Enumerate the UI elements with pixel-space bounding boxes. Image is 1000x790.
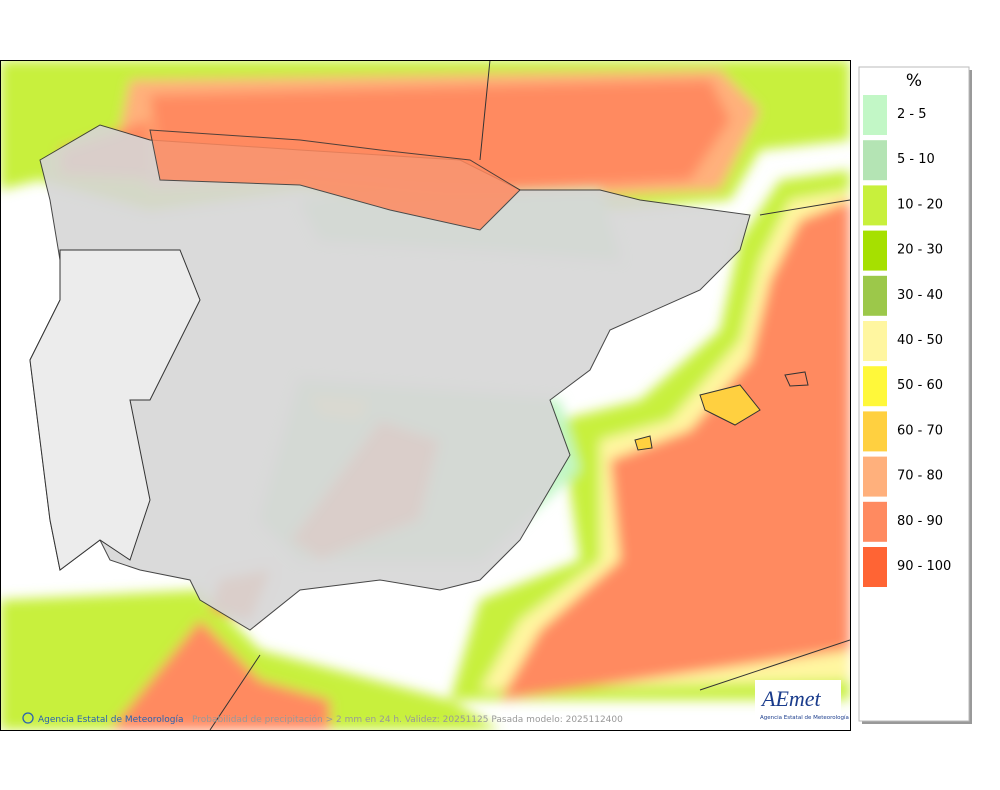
map-frame [0, 60, 851, 731]
legend-label: 80 - 90 [897, 514, 943, 529]
legend-label: 30 - 40 [897, 288, 943, 303]
legend-label: 40 - 50 [897, 333, 943, 348]
legend-label: 20 - 30 [897, 243, 943, 258]
ibiza [634, 435, 653, 451]
legend-swatch [863, 275, 887, 316]
copyright-icon [22, 712, 34, 724]
legend-title: % [906, 71, 922, 91]
logo-box [755, 680, 841, 724]
legend-label: 10 - 20 [897, 197, 943, 212]
legend-swatch [863, 95, 887, 135]
legend-swatch [863, 547, 887, 587]
legend-label: 60 - 70 [897, 423, 943, 438]
mallorca [699, 384, 761, 426]
legend-swatch [863, 456, 887, 497]
logo-subtitle: Agencia Estatal de Meteorología [760, 714, 849, 721]
legend-swatch [863, 185, 887, 226]
legend-swatch [863, 321, 887, 361]
portugal-land [29, 249, 201, 571]
legend-label: 5 - 10 [897, 152, 935, 167]
logo: AEmet [760, 686, 822, 711]
credit: Agencia Estatal de Meteorología [38, 715, 184, 725]
north-coast-high [149, 129, 521, 231]
legend-swatch [863, 140, 887, 181]
legend-swatch [863, 230, 887, 271]
menorca [784, 371, 809, 387]
legend-swatch [863, 366, 887, 407]
legend-label: 70 - 80 [897, 469, 943, 484]
legend-swatch [863, 411, 887, 452]
legend-label: 90 - 100 [897, 559, 951, 574]
legend-label: 2 - 5 [897, 107, 927, 122]
legend: 2 - 5 5 - 10 10 - 20 20 - 30 30 - 40 40 - 50 5… [863, 95, 951, 587]
caption: Probabilidad de precipitación > 2 mm en … [192, 714, 623, 725]
legend-swatch [863, 501, 887, 542]
borders [209, 60, 850, 730]
legend-label: 50 - 60 [897, 378, 943, 393]
map: Agencia Estatal de Meteorología Probabil… [1, 60, 850, 730]
